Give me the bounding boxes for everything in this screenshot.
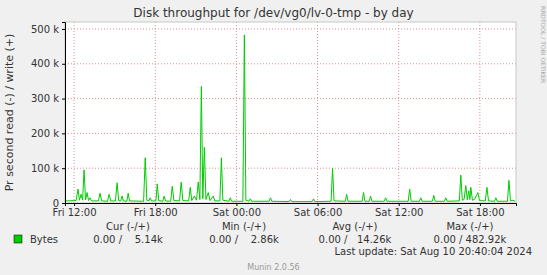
- chart: 0100 k200 k300 k400 k500 kFri 12:00Fri 1…: [0, 0, 547, 275]
- grid: [65, 22, 516, 203]
- marks: [66, 35, 515, 202]
- grid-line-x: [74, 22, 75, 203]
- x-tick-mark: [480, 203, 481, 206]
- x-tick: Fri 12:00: [53, 203, 97, 218]
- y-tick-mark: [62, 29, 65, 30]
- grid-line-x: [479, 22, 480, 203]
- x-tick-mark: [236, 203, 237, 206]
- grid-line-x: [236, 22, 237, 203]
- y-tick-label: 500 k: [31, 24, 59, 35]
- plot-frame: [65, 22, 516, 203]
- y-tick-label: 200 k: [31, 128, 59, 139]
- x-tick-mark: [155, 203, 156, 206]
- legend-swatch: [14, 235, 22, 243]
- stats-header: Min (-/+): [222, 221, 266, 232]
- stats-value: 0.00 / 482.92k: [434, 234, 507, 245]
- grid-line-y: [65, 28, 516, 29]
- y-tick: 100 k: [31, 163, 65, 174]
- y-tick: 400 k: [31, 58, 65, 69]
- grid-line-y: [65, 168, 516, 169]
- grid-line-y: [65, 63, 516, 64]
- credit: Munin 2.0.56: [247, 263, 299, 272]
- plot-area: [65, 22, 516, 203]
- x-tick-label: Sat 18:00: [456, 207, 504, 218]
- x-tick-mark: [74, 203, 75, 206]
- legend: Bytes Cur (-/+) Min (-/+) Avg (-/+) Max (-/+…: [14, 221, 507, 245]
- y-axis: 0100 k200 k300 k400 k500 k: [31, 23, 66, 209]
- x-tick: Fri 18:00: [134, 203, 178, 218]
- x-tick-label: Sat 00:00: [213, 207, 261, 218]
- footer: Last update: Sat Aug 10 20:40:04 2024: [334, 246, 532, 257]
- grid-line-x: [155, 22, 156, 203]
- y-tick-mark: [62, 133, 65, 134]
- y-axis-line: [62, 23, 66, 204]
- x-tick-label: Sat 12:00: [375, 207, 423, 218]
- y-tick-mark: [62, 64, 65, 65]
- x-axis-line: [66, 204, 517, 207]
- x-tick-mark: [318, 203, 319, 206]
- y-tick-mark: [62, 99, 65, 100]
- grid-line-y: [65, 98, 516, 99]
- grid-line-y: [65, 133, 516, 134]
- x-tick: Sat 12:00: [375, 203, 423, 218]
- x-tick: Sat 18:00: [456, 203, 504, 218]
- x-tick: Sat 00:00: [213, 203, 261, 218]
- legend-label: Bytes: [30, 234, 58, 245]
- x-tick-label: Fri 18:00: [134, 207, 178, 218]
- y-axis-title: Pr second read (-) / write (+): [3, 34, 16, 192]
- grid-line-x: [398, 22, 399, 203]
- x-tick: Sat 06:00: [294, 203, 342, 218]
- watermark: RRDTOOL / TOBI OETIKER: [540, 6, 547, 83]
- x-tick-mark: [399, 203, 400, 206]
- y-tick: 200 k: [31, 128, 65, 139]
- y-tick: 300 k: [31, 93, 65, 104]
- y-tick-label: 300 k: [31, 93, 59, 104]
- series-line: [66, 35, 515, 202]
- stats-value: 0.00 / 14.26k: [319, 234, 392, 245]
- stats-header: Max (-/+): [446, 221, 493, 232]
- title: Disk throughput for /dev/vg0/lv-0-tmp - …: [133, 6, 413, 20]
- background: [0, 0, 547, 275]
- x-tick-label: Sat 06:00: [294, 207, 342, 218]
- y-tick-mark: [62, 203, 65, 204]
- grid-line-x: [317, 22, 318, 203]
- stats-value: 0.00 / 2.86k: [209, 234, 279, 245]
- y-tick-label: 100 k: [31, 163, 59, 174]
- stats-header: Cur (-/+): [106, 221, 150, 232]
- y-tick: 500 k: [31, 24, 65, 35]
- x-axis: Fri 12:00 Fri 18:00 Sat 00:00 Sat 06:00 Sat …: [53, 203, 517, 218]
- y-tick-mark: [62, 168, 65, 169]
- stats-value: 0.00 / 5.14k: [93, 234, 163, 245]
- x-tick-label: Fri 12:00: [53, 207, 97, 218]
- stats-header: Avg (-/+): [333, 221, 378, 232]
- y-tick-label: 400 k: [31, 58, 59, 69]
